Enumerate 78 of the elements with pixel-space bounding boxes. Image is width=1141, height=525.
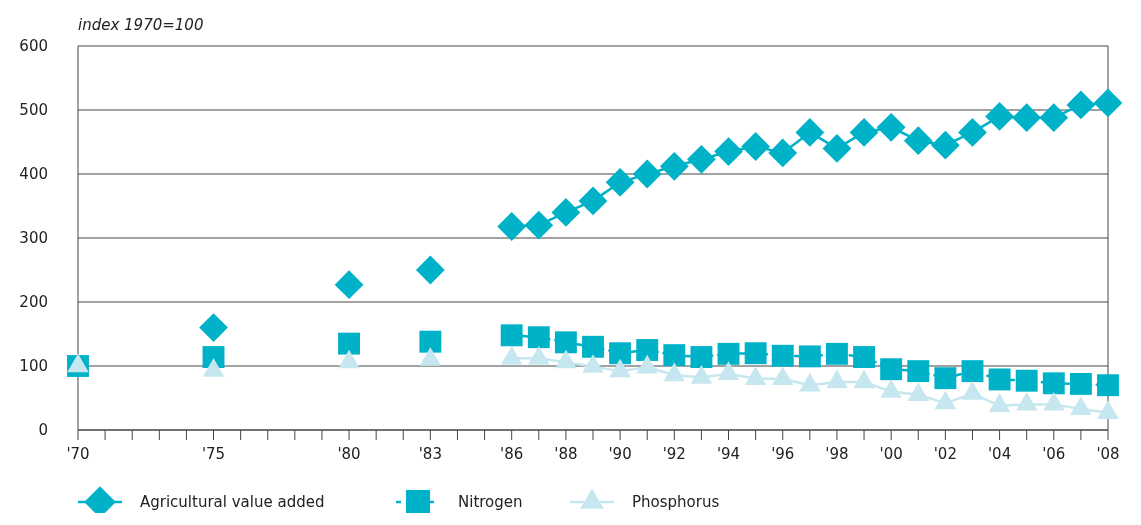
point [958, 118, 987, 147]
point [825, 342, 848, 365]
point [334, 270, 364, 300]
point [663, 344, 686, 367]
point [1039, 103, 1069, 133]
y-tick-label: 200 [19, 293, 48, 311]
x-tick-label: '02 [933, 445, 957, 463]
point [985, 102, 1014, 131]
point [903, 126, 933, 156]
point [934, 367, 957, 390]
x-tick-label: '00 [879, 445, 903, 463]
y-axis-title: index 1970=100 [78, 16, 204, 34]
x-tick-label: '90 [608, 445, 632, 463]
y-tick-label: 500 [19, 101, 48, 119]
point [1093, 88, 1123, 118]
point [876, 112, 906, 142]
point [741, 132, 771, 161]
y-tick-label: 600 [19, 37, 48, 55]
point [1066, 90, 1096, 120]
y-tick-label: 0 [38, 421, 48, 439]
point [578, 186, 608, 216]
y-tick-label: 300 [19, 229, 48, 247]
point [1042, 372, 1065, 395]
point [1015, 369, 1038, 392]
point [907, 360, 930, 383]
point [822, 134, 852, 163]
point [551, 198, 581, 227]
legend-label: Nitrogen [458, 493, 523, 511]
point [419, 330, 442, 353]
point [1012, 103, 1042, 133]
legend-label: Phosphorus [632, 493, 720, 511]
legend-label: Agricultural value added [140, 493, 325, 511]
x-tick-label: '75 [201, 445, 226, 463]
point [554, 331, 577, 354]
point [605, 167, 635, 197]
point [690, 346, 713, 368]
x-tick-label: '86 [500, 445, 524, 463]
point [497, 212, 527, 241]
point [527, 326, 550, 349]
point [687, 144, 716, 174]
point [1097, 374, 1119, 397]
point [853, 346, 876, 368]
point [798, 345, 821, 368]
point [744, 342, 767, 365]
x-tick-label: '06 [1042, 445, 1066, 463]
point [199, 313, 228, 342]
x-tick-label: '88 [554, 445, 578, 463]
point [609, 342, 632, 365]
x-tick-label: '92 [662, 445, 686, 463]
point [415, 255, 445, 285]
point [717, 342, 740, 365]
point [636, 339, 659, 361]
point [659, 151, 689, 181]
point [771, 344, 794, 367]
point [524, 210, 554, 240]
x-tick-label: '70 [66, 445, 90, 463]
point [988, 368, 1011, 391]
x-tick-label: '80 [337, 445, 361, 463]
x-tick-label: '96 [771, 445, 795, 463]
point [714, 137, 743, 166]
point [768, 138, 798, 168]
point [795, 118, 825, 147]
point [500, 324, 523, 347]
x-tick-label: '08 [1096, 445, 1120, 463]
x-tick-label: '94 [716, 445, 741, 463]
point [582, 335, 604, 358]
point [880, 358, 903, 381]
x-tick-label: '98 [825, 445, 849, 463]
point [961, 360, 984, 383]
x-tick-label: '04 [987, 445, 1012, 463]
y-tick-label: 400 [19, 165, 48, 183]
point [632, 159, 662, 189]
point [849, 118, 879, 147]
y-tick-label: 100 [19, 357, 48, 375]
point [1069, 372, 1092, 395]
point [930, 130, 960, 160]
point [338, 332, 361, 355]
x-tick-label: '83 [418, 445, 442, 463]
